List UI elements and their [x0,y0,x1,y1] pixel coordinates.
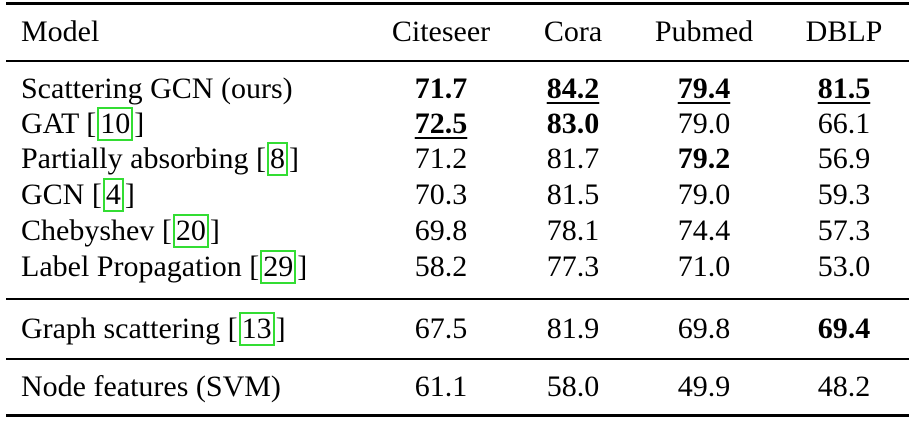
reference-link[interactable]: 4 [102,178,124,212]
header-dblp: DBLP [805,15,883,48]
value-dblp: 59.3 [817,178,871,211]
header-cora: Cora [543,15,603,48]
table-row: Partially absorbing [8] 71.2 81.7 79.2 5… [0,140,915,178]
value-cora: 58.0 [546,370,600,403]
value-pubmed: 79.2 [677,142,731,175]
value-dblp: 48.2 [817,370,871,403]
model-name: GCN [4] [21,178,135,212]
model-name: Label Propagation [29] [21,250,308,284]
table-row: Graph scattering [13] 67.5 81.9 69.8 69.… [0,310,915,348]
value-citeseer: 67.5 [414,312,468,345]
value-cora: 84.2 [546,72,600,105]
value-pubmed: 79.0 [677,178,731,211]
value-dblp: 56.9 [817,142,871,175]
value-dblp: 69.4 [817,312,871,345]
value-citeseer: 58.2 [414,250,468,283]
value-pubmed: 74.4 [677,214,731,247]
model-name: GAT [10] [21,107,145,141]
value-pubmed: 79.0 [677,107,731,140]
value-dblp: 66.1 [817,107,871,140]
value-citeseer: 70.3 [414,178,468,211]
header-model: Model [21,15,100,48]
value-citeseer: 69.8 [414,214,468,247]
table-row: Label Propagation [29] 58.2 77.3 71.0 53… [0,248,915,286]
value-citeseer: 71.7 [414,72,468,105]
header-row: Model Citeseer Cora Pubmed DBLP [0,13,915,51]
reference-link[interactable]: 13 [238,312,275,346]
header-citeseer: Citeseer [391,15,491,48]
section-rule [6,358,909,360]
table-row: GAT [10] 72.5 83.0 79.0 66.1 [0,105,915,143]
value-pubmed: 49.9 [677,370,731,403]
value-dblp: 81.5 [817,72,871,105]
bottom-rule [6,414,909,417]
value-cora: 81.9 [546,312,600,345]
model-name: Node features (SVM) [21,370,281,403]
table-row: GCN [4] 70.3 81.5 79.0 59.3 [0,176,915,214]
value-cora: 77.3 [546,250,600,283]
table-row: Chebyshev [20] 69.8 78.1 74.4 57.3 [0,212,915,250]
reference-link[interactable]: 8 [266,142,288,176]
model-name: Scattering GCN (ours) [21,72,293,105]
reference-link[interactable]: 29 [260,250,297,284]
section-rule [6,298,909,300]
value-cora: 81.7 [546,142,600,175]
value-citeseer: 72.5 [414,107,468,140]
header-rule [6,60,909,62]
table-row: Scattering GCN (ours) 71.7 84.2 79.4 81.… [0,70,915,108]
value-cora: 81.5 [546,178,600,211]
value-pubmed: 79.4 [677,72,731,105]
value-cora: 78.1 [546,214,600,247]
value-pubmed: 69.8 [677,312,731,345]
value-cora: 83.0 [546,107,600,140]
value-citeseer: 61.1 [414,370,468,403]
value-dblp: 53.0 [817,250,871,283]
table-row: Node features (SVM) 61.1 58.0 49.9 48.2 [0,368,915,406]
top-rule [6,2,909,5]
header-pubmed: Pubmed [654,15,754,48]
value-dblp: 57.3 [817,214,871,247]
model-name: Chebyshev [20] [21,214,220,248]
reference-link[interactable]: 20 [172,214,209,248]
model-name: Partially absorbing [8] [21,142,299,176]
reference-link[interactable]: 10 [97,107,134,141]
model-name: Graph scattering [13] [21,312,286,346]
value-pubmed: 71.0 [677,250,731,283]
value-citeseer: 71.2 [414,142,468,175]
